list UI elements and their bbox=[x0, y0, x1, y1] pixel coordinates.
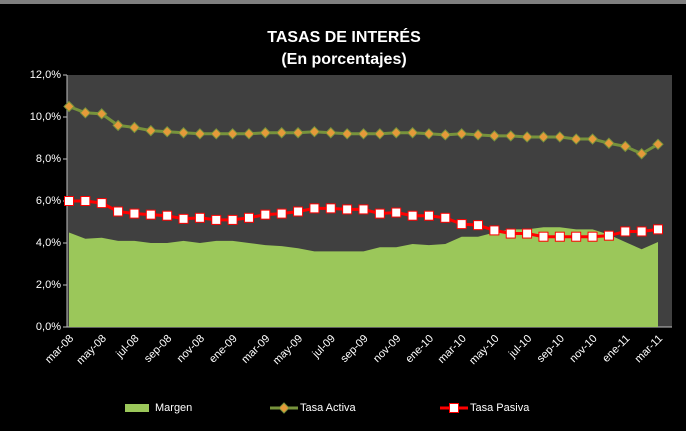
marker bbox=[439, 129, 452, 141]
marker bbox=[260, 209, 271, 220]
marker bbox=[554, 231, 565, 242]
y-tick-label: 8,0% bbox=[36, 153, 61, 165]
marker bbox=[586, 133, 599, 145]
marker bbox=[129, 208, 140, 219]
marker bbox=[63, 100, 75, 113]
marker bbox=[653, 224, 663, 235]
marker bbox=[440, 212, 451, 223]
marker bbox=[325, 127, 337, 139]
marker bbox=[407, 210, 418, 221]
marker bbox=[227, 214, 238, 225]
chart-title: TASAS DE INTERÉS bbox=[267, 27, 421, 46]
marker bbox=[194, 212, 205, 223]
marker bbox=[521, 131, 533, 143]
top-strip bbox=[0, 0, 686, 4]
legend-marker bbox=[278, 402, 290, 414]
marker bbox=[620, 226, 631, 237]
y-tick-label: 6,0% bbox=[36, 195, 61, 207]
marker bbox=[473, 220, 484, 231]
marker bbox=[341, 128, 353, 140]
marker bbox=[603, 230, 614, 241]
marker bbox=[177, 127, 190, 139]
y-tick-label: 10,0% bbox=[30, 111, 61, 123]
marker bbox=[194, 128, 206, 140]
marker bbox=[603, 137, 615, 149]
marker bbox=[80, 196, 91, 206]
marker bbox=[275, 127, 288, 139]
marker bbox=[554, 131, 566, 143]
marker bbox=[276, 208, 287, 219]
y-tick-label: 0,0% bbox=[36, 321, 61, 333]
marker bbox=[210, 128, 222, 140]
marker bbox=[308, 125, 321, 138]
marker bbox=[570, 133, 582, 145]
marker bbox=[145, 209, 156, 220]
marker bbox=[619, 140, 631, 153]
marker bbox=[128, 121, 141, 134]
marker bbox=[472, 129, 484, 141]
legend-label: Tasa Pasiva bbox=[470, 402, 530, 414]
y-tick-label: 2,0% bbox=[36, 279, 61, 291]
marker bbox=[635, 148, 648, 160]
marker bbox=[79, 107, 92, 119]
marker bbox=[145, 124, 157, 137]
marker bbox=[162, 210, 173, 221]
legend-label: Tasa Activa bbox=[300, 402, 357, 414]
marker bbox=[505, 130, 517, 142]
marker bbox=[423, 210, 434, 221]
area bbox=[69, 227, 658, 327]
marker bbox=[391, 207, 402, 218]
marker bbox=[178, 213, 189, 224]
marker bbox=[259, 127, 272, 139]
marker bbox=[64, 196, 74, 206]
marker bbox=[390, 127, 402, 139]
y-tick-label: 12,0% bbox=[30, 69, 61, 81]
marker bbox=[161, 125, 173, 138]
marker bbox=[358, 204, 369, 215]
marker bbox=[636, 226, 647, 237]
marker bbox=[374, 128, 386, 140]
marker bbox=[456, 219, 467, 230]
marker bbox=[505, 228, 516, 239]
marker bbox=[537, 131, 550, 143]
marker bbox=[357, 128, 370, 140]
marker bbox=[211, 214, 222, 225]
marker bbox=[342, 204, 353, 215]
marker bbox=[243, 128, 255, 140]
y-tick-label: 4,0% bbox=[36, 237, 61, 249]
marker bbox=[292, 127, 304, 139]
marker bbox=[112, 119, 124, 132]
marker bbox=[587, 231, 598, 242]
legend-label: Margen bbox=[155, 402, 192, 414]
marker bbox=[522, 228, 533, 239]
marker bbox=[455, 128, 468, 140]
marker bbox=[96, 198, 107, 209]
marker bbox=[309, 203, 320, 214]
marker bbox=[226, 128, 239, 140]
marker bbox=[423, 128, 435, 140]
legend-marker bbox=[449, 403, 459, 413]
marker bbox=[96, 108, 108, 120]
marker bbox=[325, 203, 336, 214]
marker bbox=[243, 212, 254, 223]
marker bbox=[406, 127, 419, 139]
marker bbox=[488, 130, 501, 142]
chart-subtitle: (En porcentajes) bbox=[281, 51, 406, 68]
legend-swatch bbox=[125, 404, 149, 412]
marker bbox=[293, 206, 304, 217]
marker bbox=[113, 206, 124, 217]
marker bbox=[538, 231, 549, 242]
marker bbox=[571, 231, 582, 242]
marker bbox=[374, 208, 385, 219]
marker bbox=[489, 225, 500, 236]
marker bbox=[652, 138, 664, 151]
